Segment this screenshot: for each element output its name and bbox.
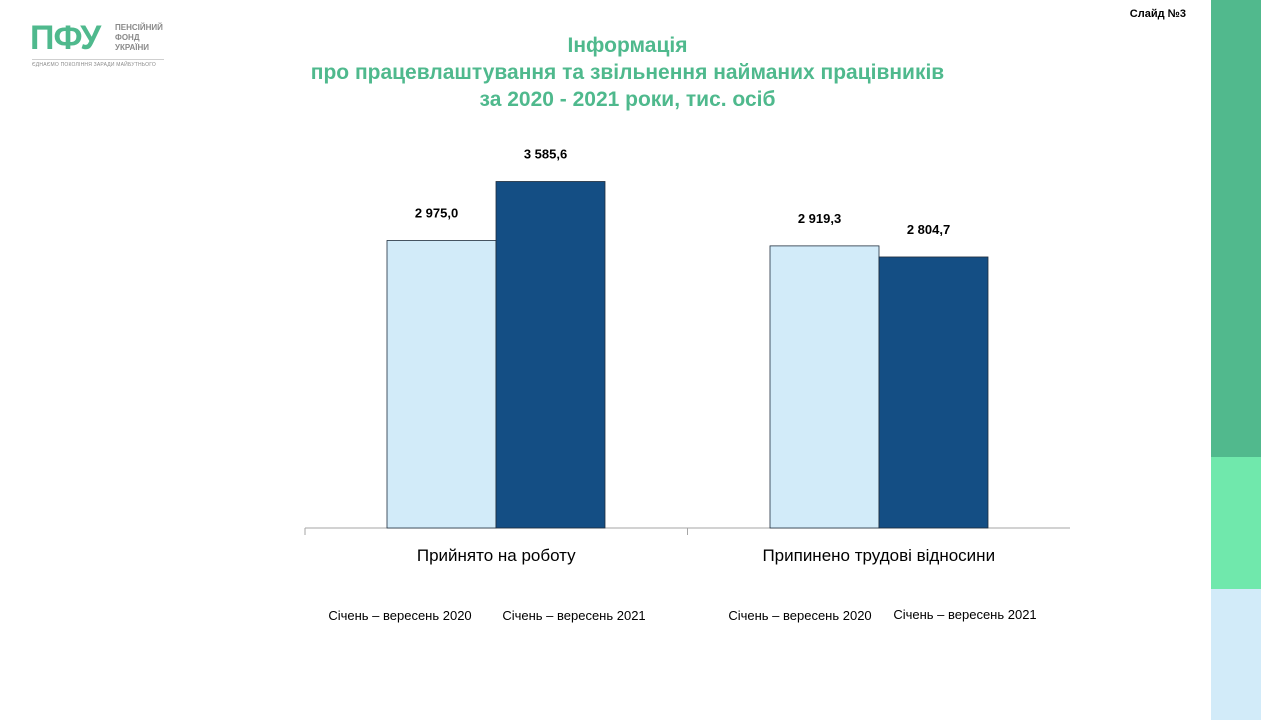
chart-title-line: про працевлаштування та звільнення найма… xyxy=(310,61,945,84)
logo-word: ФОНД xyxy=(115,33,140,42)
logo-words: ПЕНСІЙНИЙ ФОНД УКРАЇНИ xyxy=(115,23,163,53)
logo-mark: ПФУ xyxy=(30,19,101,57)
bar-2020-cat1 xyxy=(386,240,497,529)
series-label: Січень – вересень 2020 xyxy=(728,608,871,623)
series-label: Січень – вересень 2021 xyxy=(502,608,645,623)
slide-number: Слайд №3 xyxy=(1129,8,1186,20)
category-label: Прийнято на роботу xyxy=(417,546,576,565)
bar-chart: 2 975,0 3 585,6 Прийнято на роботу Січень –… xyxy=(304,147,1070,623)
series-label: Січень – вересень 2021 xyxy=(893,607,1036,622)
decor-stripe-top xyxy=(1211,0,1261,457)
bar-2021-cat2 xyxy=(878,256,989,529)
bar-value-label: 2 975,0 xyxy=(415,206,458,221)
bar-value-label: 2 804,7 xyxy=(907,222,950,237)
category-label: Припинено трудові відносини xyxy=(762,546,995,565)
bar-2020-cat2 xyxy=(769,245,880,529)
bar-value-label: 2 919,3 xyxy=(798,211,841,226)
logo-word: УКРАЇНИ xyxy=(115,43,150,52)
decor-stripe-middle xyxy=(1211,457,1261,589)
chart-title: Інформація про працевлаштування та звіль… xyxy=(200,32,1055,113)
chart-title-line: Інформація xyxy=(567,34,688,57)
series-label: Січень – вересень 2020 xyxy=(328,608,471,623)
decor-stripe-bottom xyxy=(1211,589,1261,720)
chart-title-line: за 2020 - 2021 роки, тис. осіб xyxy=(479,88,776,111)
bar-value-label: 3 585,6 xyxy=(524,147,567,162)
logo-slogan: ЄДНАЄМО ПОКОЛІННЯ ЗАРАДИ МАЙБУТНЬОГО xyxy=(32,59,164,68)
pfu-logo: ПФУ ПЕНСІЙНИЙ ФОНД УКРАЇНИ ЄДНАЄМО ПОКОЛ… xyxy=(30,20,170,70)
bar-2021-cat1 xyxy=(495,181,606,529)
logo-word: ПЕНСІЙНИЙ xyxy=(115,23,163,32)
